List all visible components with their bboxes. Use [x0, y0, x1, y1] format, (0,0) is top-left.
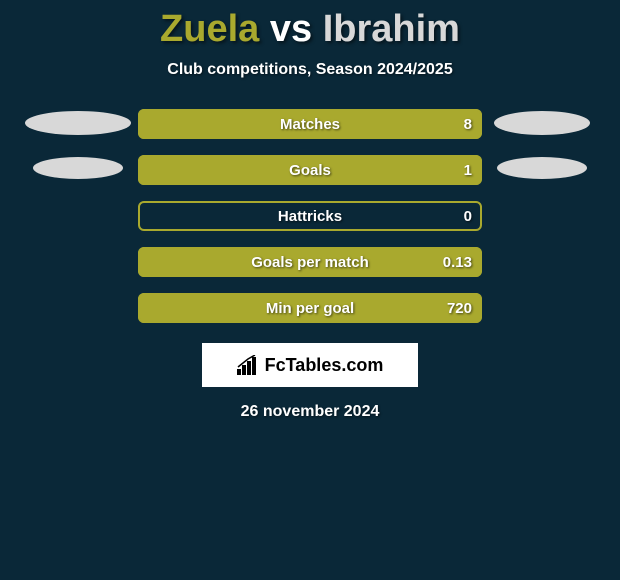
player2-name: Ibrahim — [323, 8, 460, 50]
date-text: 26 november 2024 — [241, 403, 380, 421]
decorative-ellipse — [25, 111, 131, 135]
stat-bar-label: Goals — [138, 155, 482, 185]
vs-text: vs — [259, 8, 322, 50]
stat-bar-label: Min per goal — [138, 293, 482, 323]
stat-bar-row: Hattricks0 — [138, 201, 482, 231]
stat-bars-column: Matches8Goals1Hattricks0Goals per match0… — [138, 109, 482, 323]
right-ellipse-column — [482, 109, 602, 201]
logo-box: FcTables.com — [202, 343, 418, 387]
stat-bar-row: Goals per match0.13 — [138, 247, 482, 277]
stat-bar-label: Goals per match — [138, 247, 482, 277]
stat-bar-label: Matches — [138, 109, 482, 139]
stat-bar-row: Min per goal720 — [138, 293, 482, 323]
stat-bar-row: Matches8 — [138, 109, 482, 139]
comparison-card: Zuela vs Ibrahim Club competitions, Seas… — [0, 0, 620, 421]
decorative-ellipse — [33, 157, 123, 179]
stat-bar-value-right: 0.13 — [443, 247, 472, 277]
stats-area: Matches8Goals1Hattricks0Goals per match0… — [0, 109, 620, 323]
decorative-ellipse — [494, 111, 590, 135]
stat-bar-value-right: 720 — [447, 293, 472, 323]
decorative-ellipse — [497, 157, 587, 179]
subtitle: Club competitions, Season 2024/2025 — [167, 61, 452, 79]
page-title: Zuela vs Ibrahim — [160, 8, 460, 51]
player1-name: Zuela — [160, 8, 259, 50]
stat-bar-value-right: 1 — [464, 155, 472, 185]
stat-bar-row: Goals1 — [138, 155, 482, 185]
logo-text: FcTables.com — [265, 355, 384, 376]
fctables-logo-icon — [237, 355, 261, 375]
stat-bar-value-right: 8 — [464, 109, 472, 139]
left-ellipse-column — [18, 109, 138, 201]
stat-bar-label: Hattricks — [138, 201, 482, 231]
stat-bar-value-right: 0 — [464, 201, 472, 231]
